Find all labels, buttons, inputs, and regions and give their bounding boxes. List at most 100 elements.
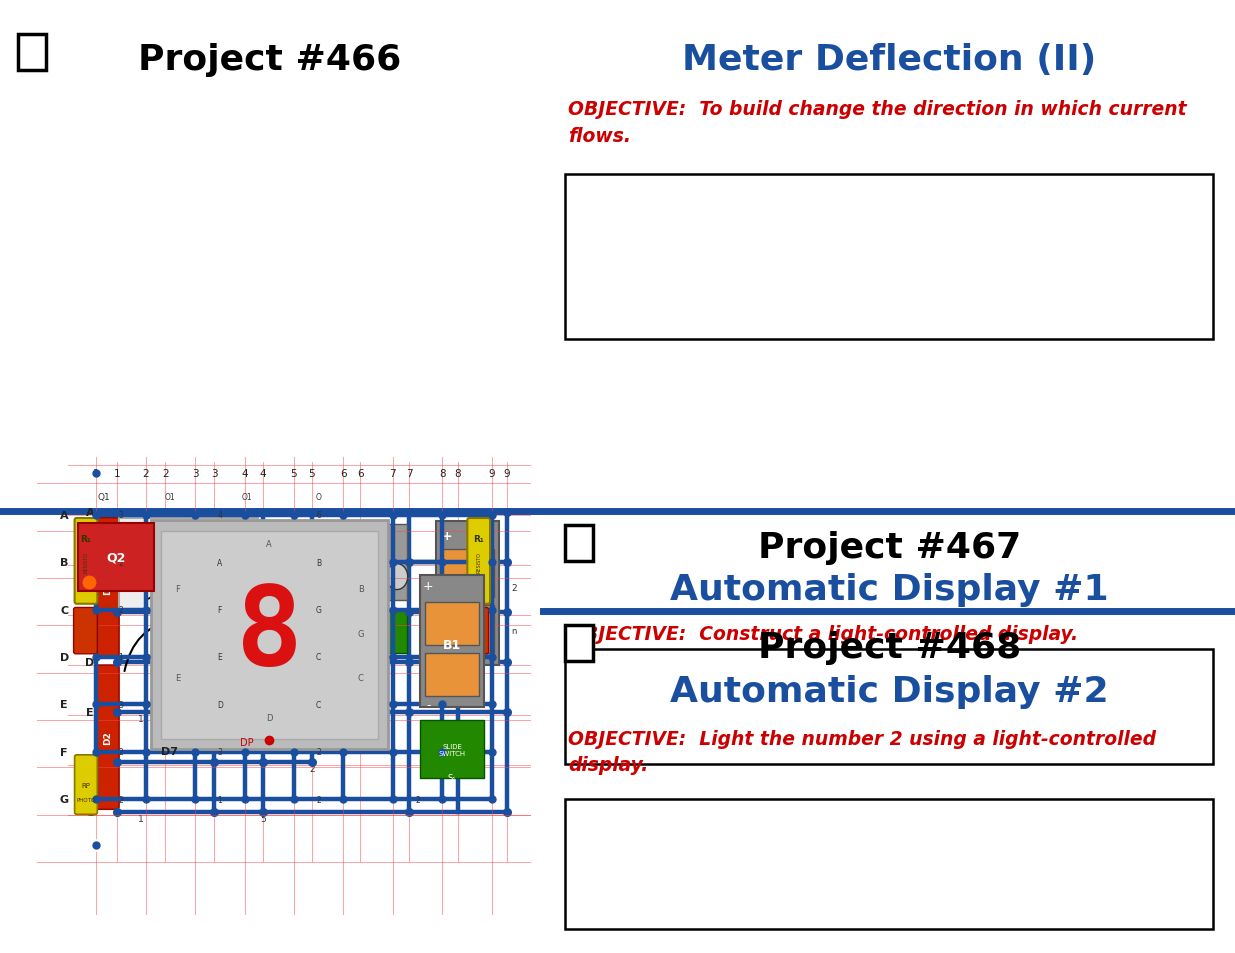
Text: Automatic Display #1: Automatic Display #1 (669, 573, 1109, 606)
Text: 8: 8 (454, 469, 461, 479)
Text: 6: 6 (316, 511, 321, 519)
Text: R₁: R₁ (473, 535, 484, 543)
Text: Automatic Display #2: Automatic Display #2 (669, 675, 1109, 708)
Text: F: F (175, 584, 180, 594)
Circle shape (387, 564, 408, 590)
Text: G: G (316, 605, 321, 615)
Text: 2: 2 (162, 469, 169, 479)
Text: RESISTO: RESISTO (477, 551, 482, 572)
Text: RESISTO: RESISTO (84, 551, 89, 572)
Text: 1: 1 (217, 795, 222, 803)
Text: 3: 3 (119, 511, 124, 519)
Text: B: B (85, 558, 94, 567)
Text: D: D (85, 658, 95, 667)
Text: 1: 1 (236, 663, 241, 673)
FancyBboxPatch shape (95, 518, 119, 657)
Text: 2: 2 (119, 558, 124, 567)
Text: 3: 3 (191, 468, 199, 478)
FancyBboxPatch shape (467, 518, 490, 604)
Text: Q2: Q2 (106, 551, 126, 564)
Text: ▽: ▽ (104, 575, 111, 585)
Text: F: F (86, 758, 94, 767)
Text: 6: 6 (340, 468, 347, 478)
Text: O1: O1 (242, 493, 252, 501)
Text: 5: 5 (261, 814, 266, 822)
Text: 4: 4 (241, 468, 248, 478)
Bar (441, 605, 494, 654)
Text: S₁: S₁ (448, 774, 456, 782)
Bar (78, 523, 154, 592)
Text: D7: D7 (161, 746, 178, 757)
Text: 2: 2 (309, 763, 315, 773)
Text: S2: S2 (369, 627, 380, 636)
Text: R₁: R₁ (80, 535, 91, 543)
Bar (425, 602, 479, 645)
Text: E: E (175, 674, 180, 682)
Text: 3: 3 (119, 700, 124, 709)
Text: DP: DP (240, 738, 254, 747)
Text: 2: 2 (316, 795, 321, 803)
Text: 7: 7 (389, 468, 396, 478)
Text: 9: 9 (488, 468, 495, 478)
Text: D1: D1 (103, 580, 112, 595)
FancyBboxPatch shape (95, 665, 119, 809)
Text: 6V: 6V (333, 547, 343, 557)
Circle shape (317, 564, 340, 590)
Bar (19, 35, 46, 71)
Text: +: + (103, 539, 112, 550)
Text: C: C (358, 674, 363, 682)
Text: 2: 2 (163, 663, 168, 673)
FancyBboxPatch shape (74, 608, 98, 654)
Text: 2: 2 (119, 795, 124, 803)
Text: PHOTO: PHOTO (77, 797, 95, 801)
Text: n: n (511, 627, 516, 636)
Bar (566, 625, 593, 661)
Text: B: B (358, 584, 363, 594)
Text: 1: 1 (211, 531, 217, 540)
Text: M2: M2 (177, 557, 203, 572)
Text: Meter Deflection (II): Meter Deflection (II) (682, 43, 1097, 77)
Text: 6: 6 (357, 469, 364, 479)
Text: 2: 2 (119, 747, 124, 757)
Text: OBJECTIVE:  Construct a light-controlled display.: OBJECTIVE: Construct a light-controlled … (568, 624, 1078, 643)
Text: 2: 2 (285, 658, 290, 667)
Bar (420, 576, 484, 707)
Text: +: + (422, 579, 433, 593)
Text: B: B (316, 558, 321, 567)
Text: 8: 8 (438, 468, 446, 478)
Text: 8: 8 (236, 580, 303, 687)
Text: O: O (316, 493, 321, 501)
Bar (119, 518, 258, 609)
Text: 2: 2 (163, 531, 168, 540)
FancyArrowPatch shape (125, 527, 174, 573)
Text: A: A (85, 507, 94, 517)
Text: A: A (267, 539, 272, 549)
Bar (566, 525, 593, 561)
Text: 7: 7 (406, 469, 412, 479)
Text: A: A (61, 510, 68, 520)
Text: C: C (316, 653, 321, 661)
Text: D: D (217, 700, 222, 709)
Text: +: + (442, 529, 452, 542)
Text: PRESS: PRESS (330, 628, 352, 634)
Bar (161, 531, 378, 739)
Text: 1: 1 (119, 653, 124, 661)
Text: C: C (85, 607, 94, 618)
Text: 4: 4 (259, 469, 267, 479)
Bar (436, 521, 499, 665)
Text: Q1: Q1 (98, 493, 110, 501)
Text: 5: 5 (290, 468, 298, 478)
Text: -: - (426, 698, 431, 711)
Bar (441, 549, 494, 598)
Text: 1: 1 (93, 468, 100, 478)
Text: SLIDE
SWITCH: SLIDE SWITCH (438, 742, 466, 756)
Text: E: E (61, 700, 68, 710)
Text: 3: 3 (211, 469, 217, 479)
Text: 2: 2 (142, 468, 149, 478)
Text: OBJECTIVE:  To build change the direction in which current
flows.: OBJECTIVE: To build change the direction… (568, 100, 1187, 146)
Text: 2: 2 (119, 605, 124, 615)
Text: 2: 2 (361, 581, 366, 590)
Bar (151, 520, 388, 749)
Text: B1: B1 (443, 639, 461, 651)
Text: 4: 4 (217, 511, 222, 519)
